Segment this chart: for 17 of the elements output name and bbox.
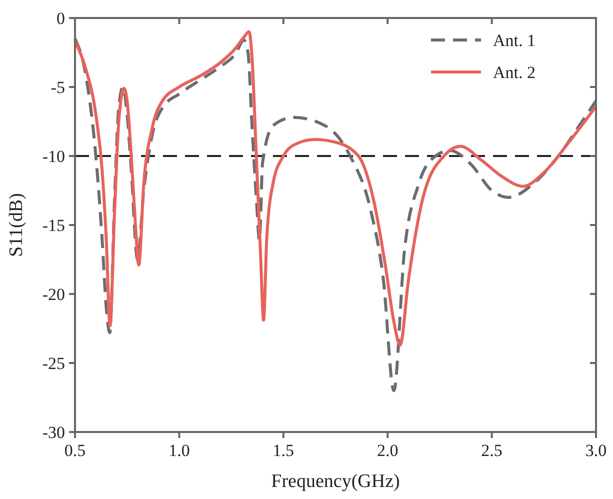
legend-label: Ant. 2 [493, 62, 536, 82]
y-axis-title: S11(dB) [6, 193, 27, 257]
x-tick-label: 3.0 [585, 441, 607, 460]
y-tick-label: -20 [42, 284, 65, 304]
x-tick-label: 1.0 [168, 441, 190, 460]
legend-label: Ant. 1 [493, 30, 536, 50]
x-tick-label: 0.5 [64, 441, 86, 460]
x-axis-title: Frequency(GHz) [271, 471, 400, 492]
x-tick-label: 2.5 [481, 441, 502, 460]
y-tick-label: -25 [42, 354, 65, 373]
y-tick-label: -5 [50, 78, 65, 97]
y-tick-label: -30 [42, 422, 65, 442]
y-tick-label: 0 [56, 8, 65, 28]
x-tick-label: 1.5 [272, 441, 294, 460]
x-tick-label: 2.0 [376, 441, 398, 460]
y-tick-label: -15 [42, 216, 65, 235]
y-tick-label: -10 [42, 146, 65, 166]
